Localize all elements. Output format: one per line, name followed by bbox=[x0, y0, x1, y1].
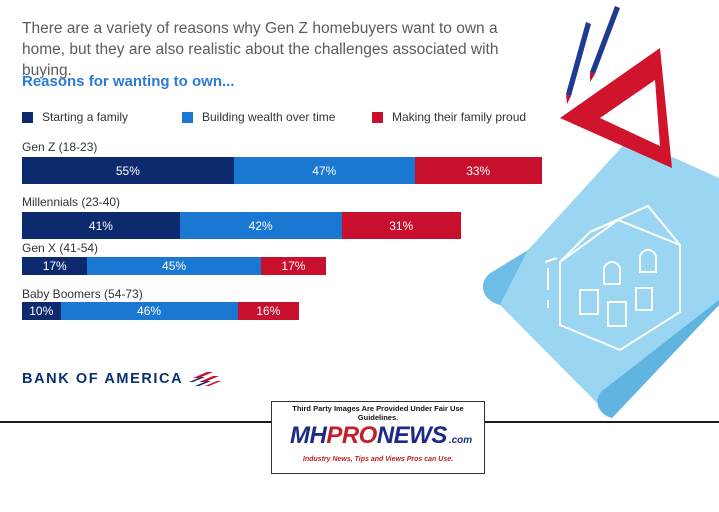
legend-label: Starting a family bbox=[42, 110, 129, 124]
brand-name: BANK OF AMERICA bbox=[22, 371, 184, 387]
mhpronews-logo: MH PRO NEWS .com bbox=[290, 420, 472, 450]
mhpronews-watermark: Third Party Images Are Provided Under Fa… bbox=[271, 401, 485, 474]
bar-segment: 10% bbox=[22, 302, 61, 320]
group-label: Gen X (41-54) bbox=[22, 241, 99, 255]
bar-segment: 42% bbox=[179, 212, 342, 239]
bar-segment: 17% bbox=[260, 257, 327, 275]
intro-text: There are a variety of reasons why Gen Z… bbox=[22, 20, 499, 79]
bar-segment: 16% bbox=[237, 302, 300, 320]
stacked-bar: 55% 47% 33% bbox=[22, 157, 542, 184]
logo-news: NEWS bbox=[376, 422, 448, 449]
group-label: Baby Boomers (54-73) bbox=[22, 287, 143, 301]
logo-mh: MH bbox=[290, 422, 327, 449]
legend-swatch bbox=[182, 111, 193, 123]
bar-segment: 33% bbox=[414, 157, 542, 184]
fair-use-notice: Third Party Images Are Provided Under Fa… bbox=[292, 404, 464, 422]
logo-pro: PRO bbox=[326, 422, 377, 449]
stacked-bar: 41% 42% 31% bbox=[22, 212, 461, 239]
legend-item: Starting a family bbox=[22, 110, 128, 124]
bank-of-america-logo: BANK OF AMERICA bbox=[22, 370, 225, 388]
stacked-bar: 10% 46% 16% bbox=[22, 302, 300, 320]
bar-segment: 31% bbox=[341, 212, 461, 239]
legend-label: Making their family proud bbox=[392, 110, 527, 124]
bank-of-america-flag-icon bbox=[189, 372, 222, 386]
chart-title: Reasons for wanting to own... bbox=[22, 73, 235, 90]
legend-swatch bbox=[372, 111, 383, 123]
bar-segment: 55% bbox=[22, 157, 234, 184]
legend-swatch bbox=[22, 111, 33, 123]
bar-segment: 45% bbox=[87, 257, 261, 275]
legend-label: Building wealth over time bbox=[202, 110, 336, 124]
bar-segment: 47% bbox=[233, 157, 415, 184]
mhpronews-tagline: Industry News, Tips and Views Pros can U… bbox=[302, 456, 454, 463]
legend-item: Building wealth over time bbox=[182, 110, 335, 124]
pencil-icon bbox=[566, 6, 620, 104]
group-label: Millennials (23-40) bbox=[22, 195, 121, 209]
legend-item: Making their family proud bbox=[372, 110, 526, 124]
bar-segment: 17% bbox=[22, 257, 88, 275]
bar-segment: 41% bbox=[22, 212, 180, 239]
bar-segment: 46% bbox=[60, 302, 238, 320]
stacked-bar: 17% 45% 17% bbox=[22, 257, 327, 275]
group-label: Gen Z (18-23) bbox=[22, 140, 98, 154]
logo-com: .com bbox=[448, 435, 473, 446]
triangle-ruler-icon bbox=[560, 48, 672, 168]
house-blueprint-icon bbox=[482, 138, 719, 418]
